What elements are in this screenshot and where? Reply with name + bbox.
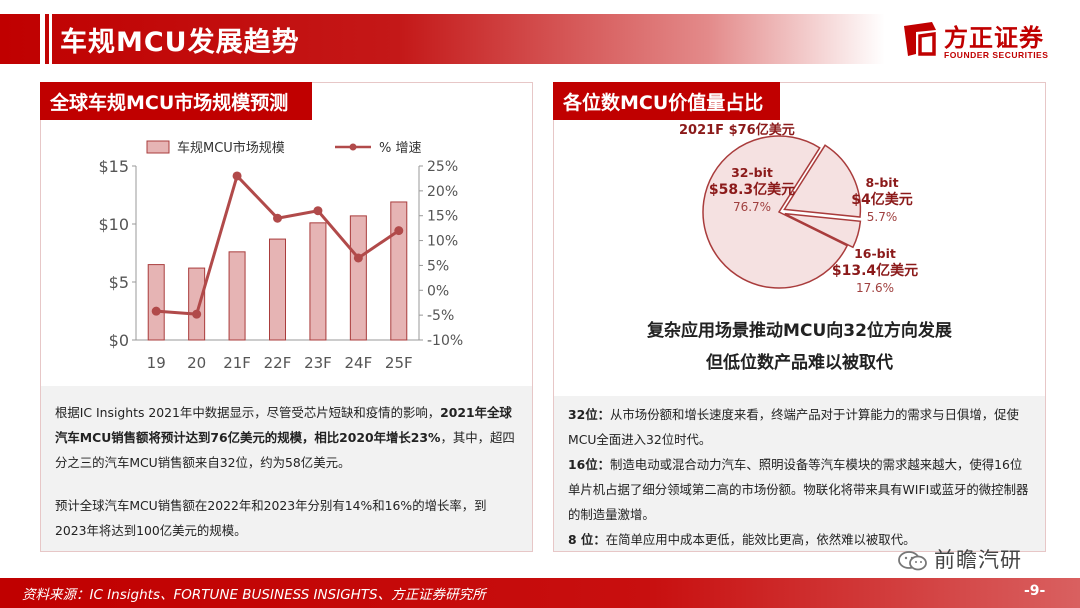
growth-point [273, 213, 282, 223]
page-title: 车规MCU发展趋势 [60, 27, 300, 58]
note-8bit-label: 8 位： [568, 532, 606, 547]
bit-share-panel [553, 82, 1046, 552]
x-tick-label: 25F [385, 354, 413, 372]
logo-english-name: FOUNDER SECURITIES [944, 50, 1049, 60]
legend-bar-swatch [146, 140, 170, 154]
note-8bit: 8 位：在简单应用中成本更低，能效比更高，依然难以被取代。 [568, 527, 1031, 552]
pie-label-percent: 76.7% [733, 200, 771, 214]
note-32bit-label: 32位： [568, 407, 611, 422]
note-32bit-text: 从市场份额和增长速度来看，终端产品对于计算能力的需求与日俱增，促使MCU全面进入… [568, 407, 1019, 447]
y-right-tick-label: 0% [427, 283, 449, 299]
legend-bar-label: 车规MCU市场规模 [177, 140, 285, 156]
y-right-tick-label: 15% [427, 209, 458, 225]
market-summary-text: 根据IC Insights 2021年中数据显示，尽管受芯片短缺和疫情的影响，2… [41, 386, 532, 551]
growth-point [151, 306, 161, 316]
legend-line-marker [349, 143, 357, 151]
pie-slice-32-bit [702, 135, 849, 289]
pie-label-name: 32-bit [731, 165, 773, 180]
y-right-tick-label: 25% [427, 159, 458, 175]
founder-logo: 方正证券 FOUNDER SECURITIES [898, 18, 1068, 66]
x-tick-label: 22F [264, 354, 292, 372]
bit-notes-text: 32位：从市场份额和增长速度来看，终端产品对于计算能力的需求与日俱增，促使MCU… [554, 396, 1045, 551]
pie-title: 2021F $76亿美元 [679, 122, 795, 138]
x-tick-label: 20 [187, 354, 206, 372]
pie-subtitle-line1: 复杂应用场景推动MCU向32位方向发展 [647, 321, 952, 341]
market-size-bar [390, 201, 408, 341]
market-size-chart: 车规MCU市场规模 % 增速 $0 $5 $10 $15 -10% -5% 0% 5% 10% 15… [98, 140, 463, 372]
footer-bar [0, 578, 1080, 608]
wechat-icon [898, 551, 927, 571]
pie-label-name: 8-bit [865, 175, 898, 190]
pie-label-percent: 5.7% [867, 210, 898, 224]
growth-line-series [151, 171, 404, 319]
market-forecast-header: 全球车规MCU市场规模预测 [40, 82, 312, 120]
note-16bit: 16位：制造电动或混合动力汽车、照明设备等汽车模块的需求越来越大，使得16位单片… [568, 452, 1031, 527]
market-size-bar [349, 215, 367, 341]
y-left-tick-label: $5 [109, 273, 129, 292]
market-size-bar [269, 238, 286, 341]
summary-detail: ，其中，超四分之三的汽车MCU销售额来自32位，约为58亿美元。 [55, 430, 515, 470]
summary-highlight: 2021年全球汽车MCU销售额将预计达到76亿美元的规模，相比2020年增长23… [55, 405, 512, 445]
bit-share-pie-chart: 2021F $76亿美元 32-bit$58.3亿美元 76.7% 8-bit$4亿美… [679, 122, 918, 295]
market-size-bar [309, 222, 327, 341]
growth-point [353, 253, 363, 263]
pie-label-name: 16-bit [854, 246, 896, 261]
market-size-bar [147, 264, 165, 341]
note-16bit-label: 16位： [568, 457, 611, 472]
y-right-tick-label: -10% [427, 333, 463, 349]
legend-line-label: % 增速 [379, 141, 422, 156]
logo-chinese-name: 方正证券 [944, 24, 1044, 52]
pie-slice-16-bit [783, 144, 862, 218]
note-8bit-text: 在简单应用中成本更低，能效比更高，依然难以被取代。 [605, 532, 916, 547]
bar-series [147, 201, 408, 341]
market-size-bar [228, 251, 246, 341]
y-right-tick-label: 20% [427, 184, 458, 200]
summary-forecast: 预计全球汽车MCU销售额在2022年和2023年分别有14%和16%的增长率，到… [55, 498, 487, 538]
page-number: -9- [1024, 583, 1046, 599]
pie-label-value: $58.3亿美元 [709, 181, 795, 198]
pie-slice-8-bit [784, 212, 862, 249]
growth-point [394, 226, 404, 236]
title-bar [0, 14, 885, 64]
chart-legend: 车规MCU市场规模 % 增速 [146, 140, 422, 156]
x-tick-label: 24F [344, 354, 372, 372]
bit-share-header: 各位数MCU价值量占比 [553, 82, 780, 120]
note-32bit: 32位：从市场份额和增长速度来看，终端产品对于计算能力的需求与日俱增，促使MCU… [568, 402, 1031, 452]
summary-intro: 根据IC Insights 2021年中数据显示，尽管受芯片短缺和疫情的影响， [55, 405, 441, 420]
note-16bit-text: 制造电动或混合动力汽车、照明设备等汽车模块的需求越来越大，使得16位单片机占据了… [568, 457, 1029, 522]
growth-point [192, 309, 202, 319]
growth-point [313, 206, 323, 216]
source-note: 资料来源：IC Insights、FORTUNE BUSINESS INSIGH… [22, 587, 486, 603]
y-left-tick-label: $10 [98, 215, 129, 234]
market-size-bar [188, 267, 206, 341]
pie-label-value: $4亿美元 [851, 191, 912, 208]
x-tick-label: 19 [147, 354, 166, 372]
pie-subtitle-line2: 但低位数产品难以被取代 [706, 353, 893, 373]
pie-label-value: $13.4亿美元 [832, 262, 918, 279]
y-right-tick-label: 10% [427, 234, 458, 250]
watermark-text: 前瞻汽研 [934, 548, 1022, 572]
y-left-tick-label: $15 [98, 157, 129, 176]
y-right-tick-label: 5% [427, 258, 449, 274]
y-left-tick-label: $0 [109, 331, 129, 350]
x-tick-label: 23F [304, 354, 332, 372]
growth-point [232, 171, 242, 181]
title-accent-stripe [40, 14, 45, 64]
y-right-tick-label: -5% [427, 308, 454, 324]
chart-axes: $0 $5 $10 $15 -10% -5% 0% 5% 10% 15% 20% 25% 19 20 21F… [98, 157, 463, 372]
title-accent-stripe [49, 14, 52, 64]
x-tick-label: 21F [223, 354, 251, 372]
pie-label-percent: 17.6% [856, 281, 894, 295]
founder-logo-icon [904, 22, 936, 56]
